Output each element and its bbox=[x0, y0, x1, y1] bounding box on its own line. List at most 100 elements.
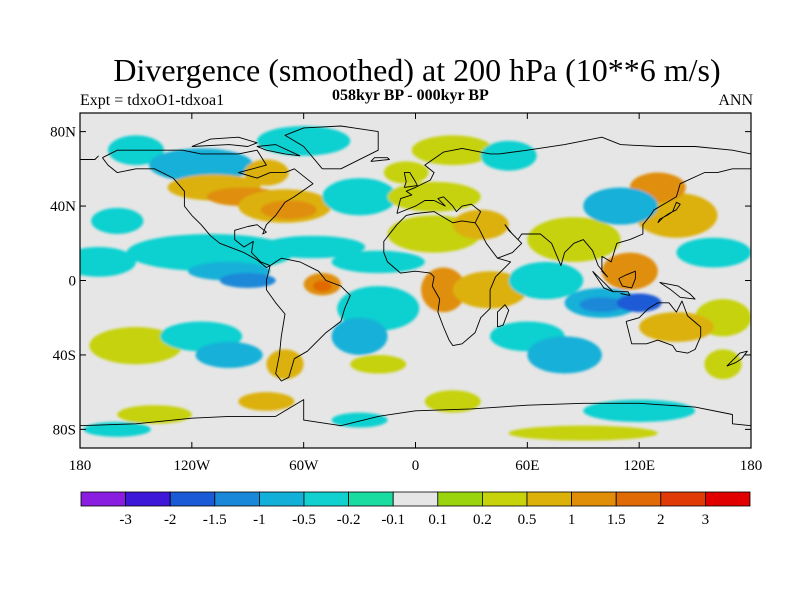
coastlines bbox=[80, 125, 751, 427]
lon-label-0: 180 bbox=[69, 458, 92, 474]
coastline-12 bbox=[657, 201, 681, 224]
field-anomaly-28 bbox=[508, 261, 584, 300]
field-anomaly-39 bbox=[639, 312, 714, 342]
lon-label-3: 0 bbox=[412, 458, 420, 474]
coastline-19 bbox=[256, 144, 301, 157]
coastline-16 bbox=[370, 157, 390, 162]
coastline-13 bbox=[726, 350, 748, 367]
field-anomaly-21 bbox=[312, 280, 332, 292]
field-anomaly-40 bbox=[704, 349, 742, 380]
colorbar-swatch-13 bbox=[660, 491, 706, 507]
field-anomaly-31 bbox=[579, 297, 625, 313]
colorbar-swatch-12 bbox=[615, 491, 662, 507]
coastline-2 bbox=[284, 125, 379, 170]
field-anomaly-48 bbox=[117, 405, 192, 424]
field-anomaly-54 bbox=[508, 425, 658, 441]
colorbar-swatch-3 bbox=[214, 491, 260, 507]
season-label: ANN bbox=[718, 92, 753, 109]
map-ticks: 80N 40N 0 40S 80S 180 120W 60W 0 60E 120E 180 bbox=[50, 113, 762, 474]
colorbar-swatch-1 bbox=[125, 491, 171, 507]
colorbar-label-0: -3 bbox=[119, 512, 132, 528]
field-anomaly-50 bbox=[331, 412, 388, 428]
colorbar-label-4: -0.5 bbox=[292, 512, 316, 528]
lon-label-6: 180 bbox=[740, 458, 763, 474]
lat-label-0: 80N bbox=[50, 125, 76, 141]
coastline-18 bbox=[191, 136, 258, 147]
coastline-10 bbox=[618, 270, 636, 289]
field-anomaly-33 bbox=[601, 252, 658, 290]
lon-label-4: 60E bbox=[515, 458, 539, 474]
colorbar-label-9: 0.5 bbox=[518, 512, 537, 528]
field-anomaly-18 bbox=[260, 235, 366, 259]
field-anomaly-37 bbox=[676, 237, 751, 268]
coastline-0 bbox=[102, 149, 314, 268]
colorbar-swatch-9 bbox=[481, 491, 528, 507]
lat-label-4: 80S bbox=[53, 422, 76, 438]
colorbar-swatch-7 bbox=[392, 491, 439, 507]
experiment-label: Expt = tdxoO1-tdxoa1 bbox=[80, 92, 225, 109]
colorbar-swatch-8 bbox=[437, 491, 483, 507]
coastline-5 bbox=[383, 168, 751, 347]
field-anomaly-15 bbox=[126, 233, 295, 272]
lon-label-5: 120E bbox=[623, 458, 655, 474]
lon-label-1: 120W bbox=[173, 458, 211, 474]
field-anomaly-45 bbox=[350, 354, 407, 374]
colorbar-swatch-5 bbox=[303, 491, 349, 507]
colorbar-swatch-4 bbox=[258, 491, 305, 507]
colorbar-label-10: 1 bbox=[568, 512, 576, 528]
field-anomaly-13 bbox=[387, 181, 481, 212]
colorbar-label-5: -0.2 bbox=[337, 512, 361, 528]
field-anomaly-24 bbox=[421, 267, 466, 313]
colorbar: -3 -2 -1.5 -1 -0.5 -0.2 -0.1 0.1 0.2 0.5 1 1.5 2 3 bbox=[80, 491, 751, 528]
field-anomaly-29 bbox=[527, 217, 621, 262]
lat-label-1: 40N bbox=[50, 199, 76, 215]
figure-subtitle: 058kyr BP - 000kyr BP bbox=[332, 87, 489, 104]
coastline-15 bbox=[403, 172, 418, 188]
colorbar-label-8: 0.2 bbox=[473, 512, 492, 528]
lon-label-2: 60W bbox=[289, 458, 319, 474]
colorbar-swatch-0 bbox=[80, 491, 126, 507]
colorbar-swatch-6 bbox=[348, 491, 394, 507]
field-anomaly-47 bbox=[527, 336, 602, 374]
coastline-14 bbox=[497, 304, 510, 328]
field-anomaly-14 bbox=[80, 247, 136, 277]
field-anomaly-23 bbox=[331, 317, 388, 355]
field-anomaly-7 bbox=[260, 200, 317, 220]
field-anomaly-27 bbox=[452, 209, 509, 240]
colorbar-swatch-11 bbox=[571, 491, 617, 507]
coastline-6 bbox=[396, 196, 482, 224]
colorbar-swatch-10 bbox=[526, 491, 572, 507]
field-anomaly-3 bbox=[244, 159, 289, 186]
field-anomaly-53 bbox=[83, 421, 151, 437]
colorbar-label-1: -2 bbox=[164, 512, 177, 528]
colorbar-label-12: 2 bbox=[657, 512, 665, 528]
field-anomaly-41 bbox=[89, 327, 183, 365]
field-anomaly-19 bbox=[331, 250, 425, 274]
colorbar-label-13: 3 bbox=[702, 512, 710, 528]
field-anomaly-44 bbox=[266, 349, 304, 380]
colorbar-label-11: 1.5 bbox=[607, 512, 626, 528]
field-anomaly-8 bbox=[257, 126, 351, 156]
lat-label-3: 40S bbox=[53, 348, 76, 364]
field-anomaly-9 bbox=[322, 178, 397, 216]
colorbar-label-6: -0.1 bbox=[381, 512, 405, 528]
coastline-7 bbox=[625, 300, 702, 354]
colorbar-label-2: -1.5 bbox=[203, 512, 227, 528]
field-anomaly-43 bbox=[195, 341, 263, 368]
lat-label-2: 0 bbox=[69, 274, 77, 290]
field-anomaly-2 bbox=[91, 207, 144, 234]
coastline-4 bbox=[80, 155, 99, 160]
colorbar-swatch-2 bbox=[169, 491, 216, 507]
coastline-3 bbox=[396, 136, 751, 214]
field-anomaly-12 bbox=[480, 140, 537, 171]
field-anomaly-17 bbox=[219, 273, 276, 288]
colorbar-swatch-14 bbox=[705, 491, 751, 507]
coastline-17 bbox=[80, 399, 751, 427]
field-anomaly-36 bbox=[583, 187, 658, 225]
coastline-9 bbox=[613, 291, 631, 296]
coastline-11 bbox=[659, 281, 696, 300]
colorbar-label-7: 0.1 bbox=[428, 512, 447, 528]
field-anomaly-49 bbox=[238, 392, 295, 411]
coastline-1 bbox=[265, 257, 351, 382]
